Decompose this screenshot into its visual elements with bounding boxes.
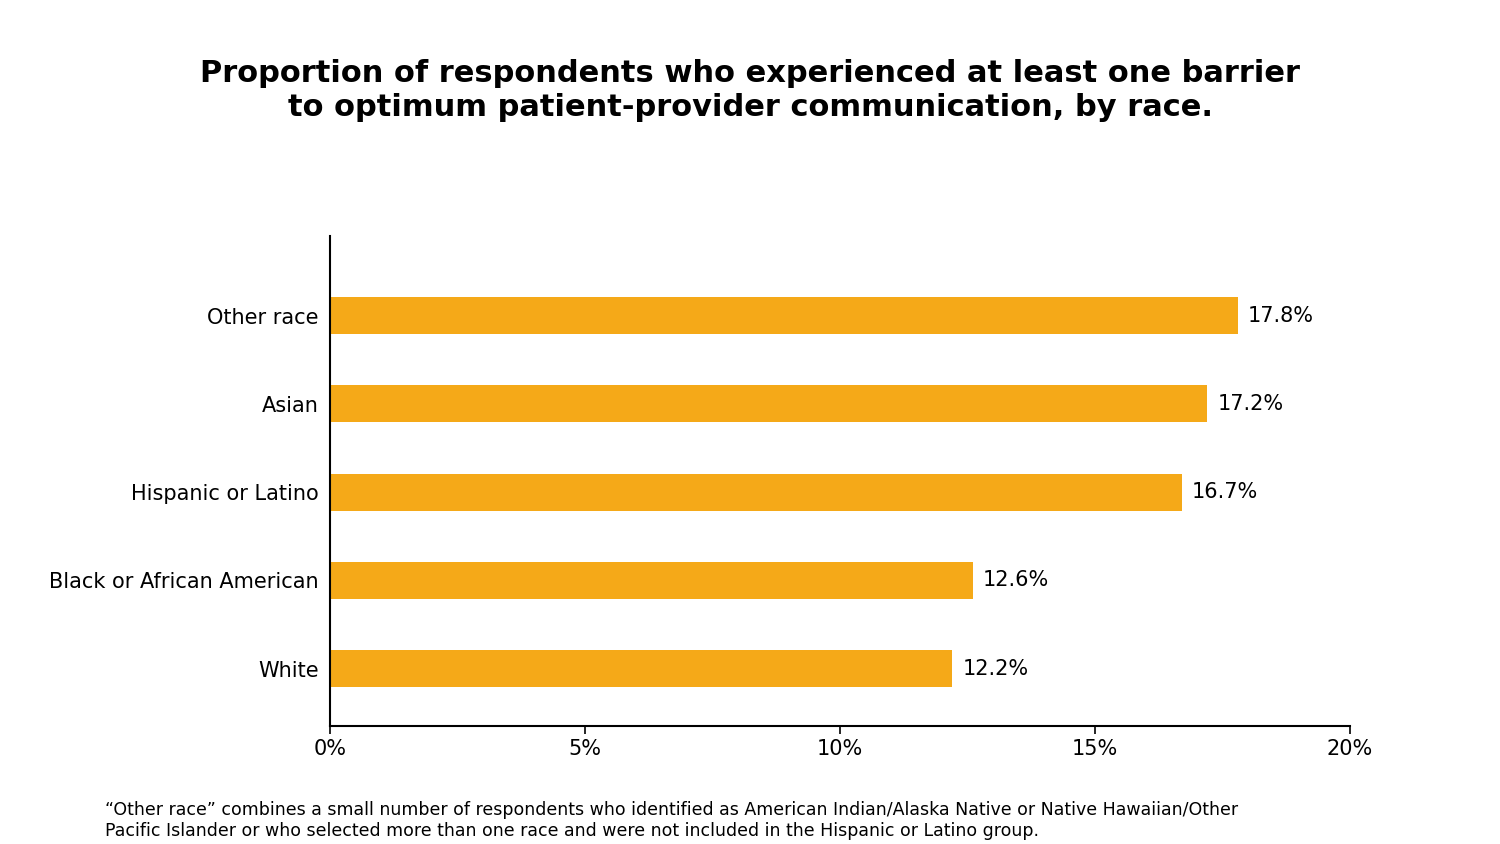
Text: 17.2%: 17.2% <box>1218 394 1284 414</box>
Bar <box>330 386 1208 423</box>
Bar <box>330 650 952 687</box>
Text: Proportion of respondents who experienced at least one barrier
to optimum patien: Proportion of respondents who experience… <box>200 59 1300 122</box>
Text: 17.8%: 17.8% <box>1248 306 1314 326</box>
Bar <box>330 297 1238 334</box>
Text: 12.6%: 12.6% <box>982 571 1048 590</box>
Text: 16.7%: 16.7% <box>1192 482 1258 502</box>
Text: “Other race” combines a small number of respondents who identified as American I: “Other race” combines a small number of … <box>105 801 1237 840</box>
Bar <box>330 562 972 599</box>
Text: 12.2%: 12.2% <box>963 658 1029 679</box>
Bar <box>330 473 1182 511</box>
